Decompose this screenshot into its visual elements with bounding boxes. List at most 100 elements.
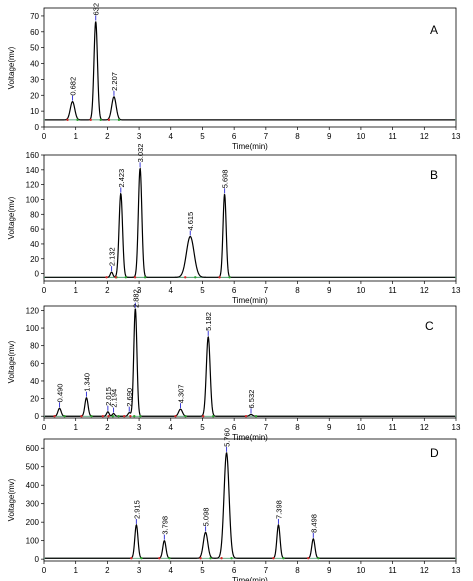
peak-start-marker: [105, 276, 108, 279]
peak-label: 2.423: [117, 169, 126, 188]
x-tick-label: 1: [73, 286, 78, 295]
x-tick-label: 1: [73, 132, 78, 141]
peak-end-marker: [117, 118, 121, 122]
x-tick-label: 12: [420, 423, 429, 432]
peak-start-marker: [244, 415, 248, 418]
x-tick-label: 9: [327, 132, 332, 141]
peak-label: 5.760: [223, 428, 232, 447]
y-tick-label: 100: [26, 195, 40, 204]
peak-end-marker: [317, 557, 320, 560]
y-tick-label: 60: [30, 359, 39, 368]
x-tick-label: 2: [105, 286, 110, 295]
peak-end-marker: [228, 276, 231, 279]
x-tick-label: 3: [137, 566, 142, 575]
y-tick-label: 400: [26, 481, 40, 490]
x-tick-label: 2: [105, 566, 110, 575]
peak-label: 1.340: [82, 373, 91, 392]
peak-label: 2.194: [110, 389, 119, 408]
peak-end-marker: [194, 276, 197, 279]
peak-start-marker: [199, 557, 202, 560]
y-tick-label: 50: [30, 44, 39, 53]
peak-start-marker: [114, 276, 117, 279]
peak-end-marker: [90, 415, 93, 418]
x-tick-label: 11: [388, 132, 397, 141]
peak-start-marker: [307, 557, 310, 560]
peak-start-marker: [123, 415, 126, 418]
x-tick-label: 7: [264, 566, 269, 575]
peak-label: 0.490: [56, 384, 65, 403]
y-tick-label: 40: [30, 377, 39, 386]
peak-start-marker: [220, 557, 223, 560]
peak-end-marker: [76, 118, 79, 122]
x-tick-label: 4: [169, 423, 174, 432]
y-tick-label: 30: [30, 75, 39, 84]
peak-start-marker: [66, 118, 69, 122]
x-tick-label: 8: [295, 566, 300, 575]
y-tick-label: 120: [26, 181, 40, 190]
peak-label: 5.182: [204, 312, 213, 331]
peak-label: 2.690: [125, 388, 134, 407]
panel-letter: B: [430, 168, 438, 182]
x-tick-label: 4: [169, 132, 174, 141]
plot-frame: [43, 154, 457, 282]
peak-start-marker: [107, 118, 111, 122]
plot-frame: [43, 7, 457, 128]
peak-end-marker: [230, 557, 233, 560]
peak-start-marker: [80, 415, 83, 418]
x-tick-label: 1: [73, 423, 78, 432]
y-tick-label: 0: [35, 555, 40, 564]
x-tick-label: 8: [295, 132, 300, 141]
peak-start-marker: [158, 557, 161, 560]
plot-frame: [43, 438, 457, 562]
x-tick-label: 7: [264, 286, 269, 295]
x-tick-label: 0: [42, 132, 47, 141]
peak-start-marker: [53, 415, 56, 418]
plot-frame: [43, 305, 457, 419]
x-tick-label: 5: [200, 423, 205, 432]
x-tick-label: 0: [42, 566, 47, 575]
y-tick-label: 10: [30, 107, 39, 116]
x-tick-label: 4: [169, 566, 174, 575]
panel-letter: A: [430, 23, 438, 37]
peak-label: 8.498: [309, 514, 318, 533]
x-tick-label: 10: [356, 132, 365, 141]
peak-start-marker: [130, 557, 133, 560]
peak-label: 3.032: [136, 144, 145, 163]
x-tick-label: 10: [356, 423, 365, 432]
x-tick-label: 10: [356, 566, 365, 575]
peak-end-marker: [111, 415, 115, 418]
y-axis-title: Voltage(mv): [7, 340, 16, 383]
peak-end-marker: [184, 415, 187, 418]
peak-end-marker: [143, 276, 147, 279]
x-axis-title: Time(min): [232, 433, 268, 442]
y-tick-label: 300: [26, 500, 40, 509]
y-axis-title: Voltage(mv): [7, 478, 16, 521]
x-tick-label: 7: [264, 423, 269, 432]
x-tick-label: 13: [452, 566, 461, 575]
peak-label: 0.682: [69, 77, 78, 96]
peak-label: 3.798: [160, 516, 169, 535]
chromatogram-panel-a: 0 1 2 3 4 5 6 7 8 9 10 11 12 13010203040506070Time(mi…: [7, 3, 461, 151]
x-tick-label: 11: [388, 566, 397, 575]
peak-label: 2.132: [108, 247, 117, 266]
peak-start-marker: [89, 118, 92, 122]
signal-trace: [44, 167, 456, 278]
peak-end-marker: [99, 118, 102, 122]
peak-end-marker: [117, 415, 120, 418]
y-tick-label: 500: [26, 463, 40, 472]
x-tick-label: 3: [137, 423, 142, 432]
signal-trace: [44, 308, 456, 417]
chromatogram-panel-b: 0 1 2 3 4 5 6 7 8 9 10 11 12 13020406080100120140160T…: [7, 144, 461, 305]
peak-label: 4.615: [186, 212, 195, 231]
y-tick-label: 140: [26, 166, 40, 175]
y-tick-label: 0: [35, 412, 40, 421]
y-tick-label: 80: [30, 210, 39, 219]
peak-start-marker: [129, 415, 132, 418]
x-tick-label: 13: [452, 423, 461, 432]
x-tick-label: 6: [232, 286, 237, 295]
x-tick-label: 3: [137, 132, 142, 141]
x-tick-label: 8: [295, 286, 300, 295]
y-tick-label: 40: [30, 240, 39, 249]
peak-label: 6.532: [247, 390, 256, 409]
x-tick-label: 9: [327, 286, 332, 295]
